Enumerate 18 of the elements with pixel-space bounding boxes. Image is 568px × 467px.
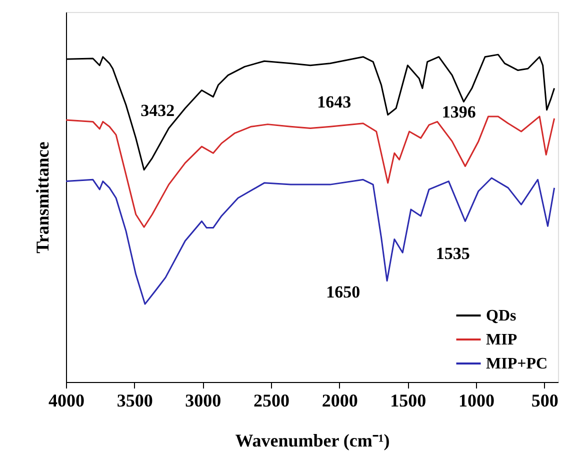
legend-label: QDs (486, 308, 516, 324)
legend-label: MIP+PC (486, 356, 548, 372)
y-axis-title: Transmittance (32, 142, 52, 254)
x-axis-title: Wavenumber (cm⁻¹) (235, 430, 390, 450)
x-tick-label: 3000 (185, 390, 222, 410)
x-tick-label: 4000 (48, 390, 84, 410)
x-tick-label: 500 (531, 390, 558, 410)
x-tick-label: 2500 (254, 390, 290, 410)
annotation: 1650 (326, 282, 360, 302)
x-tick-label: 3500 (116, 390, 153, 410)
x-tick-label: 2000 (322, 390, 358, 410)
annotation: 1535 (436, 244, 470, 264)
x-tick-label: 1000 (458, 390, 494, 410)
annotation: 1396 (442, 102, 476, 122)
x-tick-label: 1500 (390, 390, 426, 410)
annotation: 1643 (317, 92, 352, 112)
legend-label: MIP (486, 332, 518, 348)
annotation: 3432 (140, 101, 175, 120)
